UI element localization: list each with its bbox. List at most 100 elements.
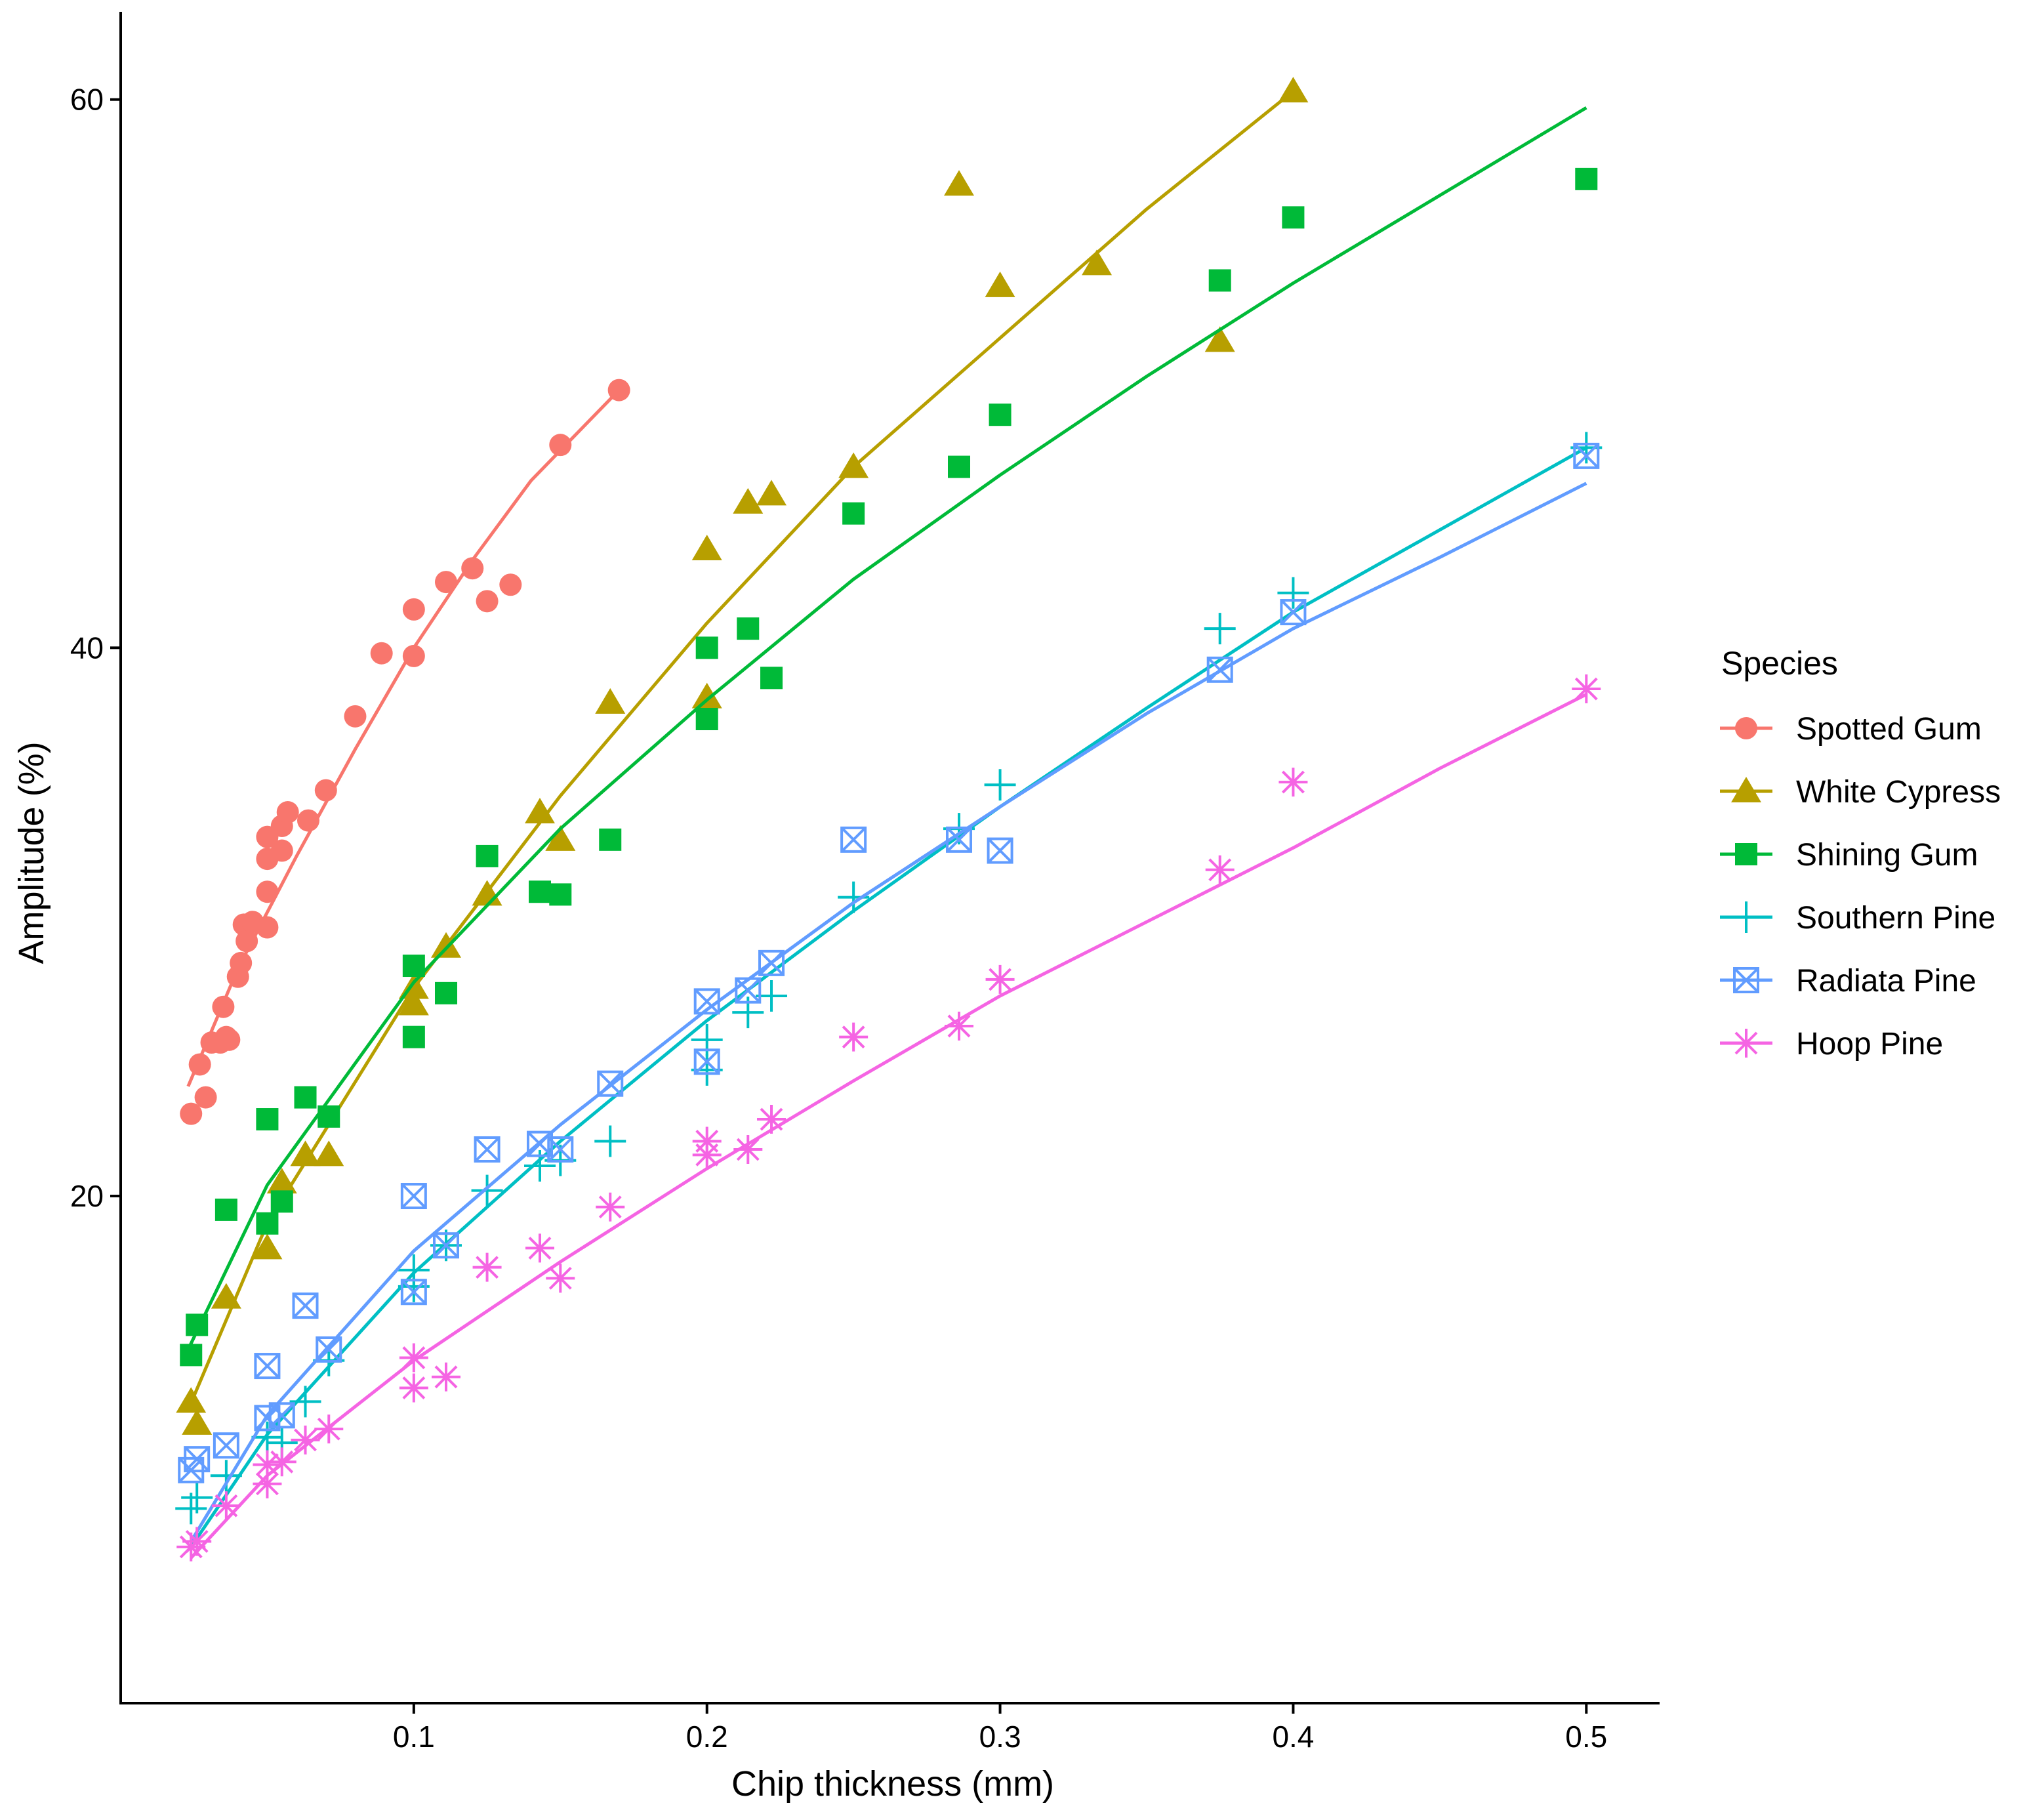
data-point-white-cypress: [756, 480, 787, 506]
data-point-white-cypress: [252, 1233, 283, 1260]
data-point-hoop-pine: [267, 1447, 296, 1477]
data-point-white-cypress: [314, 1140, 344, 1166]
data-point-hoop-pine: [839, 1022, 869, 1052]
data-point-hoop-pine: [525, 1233, 555, 1263]
data-point-spotted-gum: [549, 434, 572, 457]
data-point-radiata-pine: [758, 949, 785, 976]
data-point-white-cypress: [398, 989, 429, 1016]
data-point-shining-gum: [842, 502, 865, 525]
data-point-spotted-gum: [194, 1086, 217, 1109]
y-tick-label: 40: [70, 630, 104, 665]
data-point-shining-gum: [402, 1025, 425, 1048]
legend-key-marker: [1733, 967, 1759, 993]
data-point-white-cypress: [595, 688, 626, 714]
data-point-spotted-gum: [402, 644, 425, 667]
data-point-spotted-gum: [435, 571, 458, 594]
data-point-radiata-pine: [254, 1353, 281, 1380]
data-point-spotted-gum: [276, 801, 299, 824]
x-tick-label: 0.3: [979, 1720, 1021, 1754]
data-point-shining-gum: [435, 981, 458, 1004]
data-point-shining-gum: [695, 636, 718, 659]
data-point-white-cypress: [525, 798, 556, 824]
data-point-radiata-pine: [547, 1136, 574, 1163]
series-southern-pine: [175, 432, 1603, 1548]
data-point-white-cypress: [431, 932, 462, 958]
data-point-spotted-gum: [607, 379, 630, 402]
data-point-hoop-pine: [1278, 768, 1308, 797]
data-point-spotted-gum: [370, 642, 393, 665]
data-point-white-cypress: [1082, 249, 1113, 276]
data-point-shining-gum: [317, 1105, 340, 1128]
data-point-white-cypress: [266, 1168, 297, 1194]
x-tick-label: 0.4: [1272, 1720, 1314, 1754]
data-point-southern-pine: [181, 1481, 213, 1514]
data-point-southern-pine: [1204, 613, 1236, 645]
data-point-hoop-pine: [945, 1011, 974, 1041]
data-point-shining-gum: [695, 707, 718, 730]
data-point-hoop-pine: [432, 1362, 461, 1392]
data-point-radiata-pine: [987, 837, 1013, 864]
series-radiata-pine: [178, 442, 1600, 1542]
data-point-southern-pine: [289, 1386, 321, 1418]
legend-key-marker: [1735, 717, 1757, 739]
data-point-spotted-gum: [499, 573, 522, 596]
legend-item-white-cypress: White Cypress: [1720, 775, 2001, 810]
fit-line-radiata-pine: [190, 482, 1587, 1542]
legend-item-hoop-pine: Hoop Pine: [1720, 1027, 1943, 1062]
legend-title: Species: [1721, 645, 1838, 682]
data-point-spotted-gum: [296, 809, 319, 832]
data-point-shining-gum: [180, 1344, 203, 1367]
series-white-cypress: [176, 77, 1309, 1435]
data-point-shining-gum: [599, 828, 622, 851]
fit-line-shining-gum: [186, 106, 1587, 1351]
y-axis-ticks: 20 40 60: [70, 83, 121, 1213]
data-point-white-cypress: [944, 170, 975, 196]
data-point-shining-gum: [256, 1108, 279, 1131]
data-point-shining-gum: [402, 955, 425, 978]
data-point-southern-pine: [1277, 577, 1309, 609]
x-axis-title: Chip thickness (mm): [731, 1764, 1054, 1804]
data-point-shining-gum: [215, 1198, 237, 1221]
series-hoop-pine: [176, 674, 1601, 1561]
data-point-white-cypress: [1204, 326, 1235, 352]
data-point-radiata-pine: [1280, 599, 1307, 626]
y-axis-title: Amplitude (%): [12, 741, 51, 964]
data-point-shining-gum: [256, 1212, 279, 1235]
data-point-radiata-pine: [597, 1070, 624, 1097]
data-point-white-cypress: [691, 682, 722, 709]
data-point-shining-gum: [549, 883, 572, 906]
legend-key-marker: [1730, 901, 1762, 933]
data-point-shining-gum: [1208, 269, 1231, 292]
data-point-radiata-pine: [184, 1446, 211, 1473]
data-point-hoop-pine: [733, 1134, 763, 1164]
data-point-spotted-gum: [230, 951, 253, 974]
data-point-white-cypress: [182, 1409, 213, 1435]
data-point-radiata-pine: [433, 1232, 460, 1259]
data-point-spotted-gum: [218, 1028, 241, 1051]
data-point-white-cypress: [838, 452, 869, 478]
legend-label: Southern Pine: [1796, 901, 1995, 936]
data-point-radiata-pine: [213, 1432, 239, 1459]
data-point-hoop-pine: [291, 1425, 320, 1455]
data-point-hoop-pine: [1205, 855, 1235, 884]
data-point-radiata-pine: [735, 977, 762, 1004]
data-point-hoop-pine: [253, 1450, 282, 1479]
legend-key-marker: [1731, 777, 1761, 802]
data-point-shining-gum: [529, 880, 552, 903]
legend-item-shining-gum: Shining Gum: [1720, 838, 1978, 873]
data-point-shining-gum: [989, 403, 1012, 426]
x-axis-ticks: 0.1 0.2 0.3 0.4 0.5: [393, 1703, 1607, 1754]
series-spotted-gum: [180, 379, 630, 1125]
data-point-white-cypress: [985, 271, 1015, 297]
data-point-spotted-gum: [212, 995, 235, 1018]
data-point-radiata-pine: [1206, 656, 1233, 683]
data-point-radiata-pine: [693, 1048, 720, 1075]
data-point-spotted-gum: [256, 916, 279, 939]
data-point-white-cypress: [290, 1140, 321, 1166]
data-point-radiata-pine: [474, 1136, 501, 1163]
data-point-southern-pine: [471, 1174, 503, 1207]
plot-area: [175, 77, 1603, 1561]
x-tick-label: 0.2: [686, 1720, 728, 1754]
data-point-shining-gum: [737, 617, 760, 640]
